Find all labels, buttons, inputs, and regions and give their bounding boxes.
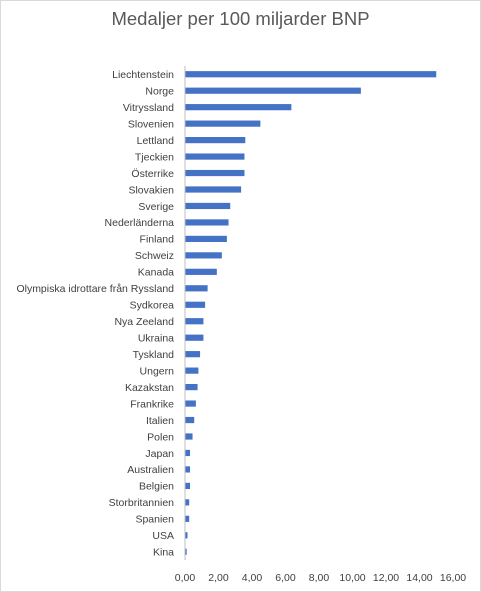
bar [185,153,245,160]
x-tick-label: 8,00 [309,572,330,584]
bar [185,482,191,489]
bar [185,532,188,539]
bar [185,285,208,292]
bar [185,318,204,325]
category-label: Ukraina [138,333,174,345]
category-label: Norge [145,86,174,98]
x-tick-label: 6,00 [275,572,296,584]
bar [185,548,187,555]
bar [185,449,191,457]
category-label: Lettland [137,135,175,147]
bar [185,384,198,391]
bar [185,466,191,473]
x-tick-label: 10,00 [339,572,365,584]
category-label: Polen [147,431,174,443]
bar [185,433,193,440]
bar [185,169,245,177]
category-label: Storbritannien [109,497,175,509]
category-label: Italien [146,415,174,427]
bar [185,416,195,424]
bars-group [185,71,437,555]
category-label: Kazakstan [125,382,174,394]
category-label: Sydkorea [130,300,175,312]
category-labels: Liechtenstein Norge Vitryssland Slovenien Le… [16,69,174,559]
category-label: Kina [153,547,174,559]
category-label: Ungern [140,365,175,377]
category-label: Kanada [138,267,174,279]
category-label: Olympiska idrottare från Ryssland [16,283,174,295]
chart-title: Medaljer per 100 miljarder BNP [111,8,370,29]
category-label: Belgien [139,481,174,493]
bar [185,252,222,259]
category-label: Schweiz [135,250,174,262]
bar [185,219,229,226]
category-label: Nederländerna [105,217,175,229]
x-tick-label: 0,00 [175,572,196,584]
category-label: Liechtenstein [112,69,174,81]
category-label: Slovenien [128,118,174,130]
category-label: Nya Zeeland [114,316,174,328]
bar [185,186,242,193]
bar [185,268,217,275]
x-tick-label: 12,00 [373,572,399,584]
bar [185,120,261,127]
category-label: Spanien [135,514,174,526]
x-tick-label: 16,00 [440,572,466,584]
x-tick-labels: 0,00 2,00 4,00 6,00 8,00 10,00 12,00 14,00 16,00 [175,572,467,584]
x-tick-label: 4,00 [242,572,263,584]
bar [185,235,227,242]
category-label: Sverige [138,201,174,213]
category-label: Australien [127,464,174,476]
x-tick-label: 14,00 [406,572,432,584]
category-label: Frankrike [130,398,174,410]
bar [185,515,190,522]
bar [185,367,199,374]
bar [185,351,201,358]
category-label: Vitryssland [123,102,174,114]
bar [185,87,361,94]
bar [185,499,190,506]
bar [185,202,231,210]
x-tick-label: 2,00 [208,572,229,584]
bar [185,400,196,407]
category-label: Japan [145,448,174,460]
category-label: Österrike [131,168,174,180]
category-label: Tjeckien [135,151,174,163]
category-label: Slovakien [128,184,174,196]
category-label: Finland [140,234,175,246]
bar [185,334,204,341]
bar [185,104,292,111]
bar [185,301,206,308]
bar [185,137,246,144]
bar [185,71,437,78]
category-label: USA [152,530,174,542]
category-label: Tyskland [133,349,175,361]
